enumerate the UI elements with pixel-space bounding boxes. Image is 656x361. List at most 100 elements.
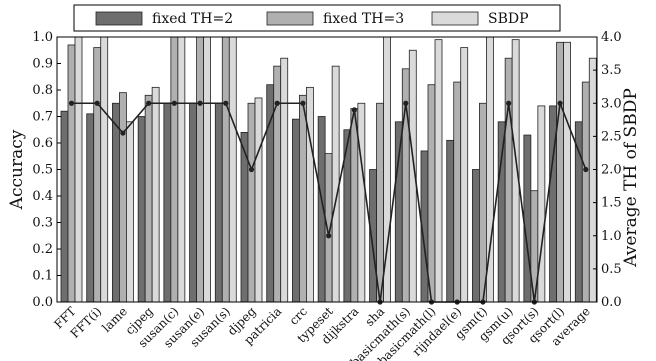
- bar-sbdp-20: [588, 57, 597, 303]
- avg-th-point-4: [171, 100, 177, 106]
- bar-fixed-th-3-12: [376, 102, 384, 303]
- bar-fixed-th-3-2: [119, 92, 127, 303]
- legend: fixed TH=2 fixed TH=3 SBDP: [73, 4, 561, 32]
- y2-tick-label-0: 0.0: [601, 295, 622, 310]
- bar-fixed-th-3-1: [93, 47, 102, 303]
- avg-th-point-0: [68, 100, 75, 106]
- bar-fixed-th-2-20: [574, 121, 583, 303]
- bar-sbdp-7: [254, 97, 263, 303]
- avg-th-point-3: [146, 100, 152, 106]
- legend-swatch-2: [431, 11, 479, 26]
- y-tick-label-8: 0.8: [32, 83, 53, 98]
- y-axis-title: Accuracy: [7, 129, 27, 210]
- bar-sbdp-15: [460, 47, 469, 303]
- bar-fixed-th-3-4: [170, 36, 179, 303]
- bar-fixed-th-3-10: [324, 153, 333, 303]
- bar-sbdp-4: [177, 36, 186, 303]
- avg-th-point-2: [120, 130, 126, 136]
- bar-sbdp-14: [434, 39, 443, 303]
- avg-th-point-11: [351, 107, 357, 113]
- legend-swatch-0: [95, 11, 143, 26]
- bar-fixed-th-3-19: [556, 41, 564, 303]
- bar-fixed-th-3-14: [427, 84, 436, 303]
- bar-sbdp-11: [357, 102, 366, 303]
- avg-th-point-20: [583, 166, 589, 173]
- avg-th-point-1: [94, 100, 100, 106]
- bar-fixed-th-2-8: [266, 84, 275, 303]
- y-tick-label-6: 0.6: [32, 136, 53, 151]
- avg-th-point-7: [248, 166, 255, 173]
- y2-tick-label-6: 3.0: [601, 96, 622, 111]
- y2-tick-label-1: 0.5: [601, 262, 622, 277]
- x-axis: FFTFFT(i)lamecjpegsusan(c)susan(e)susan(…: [51, 304, 593, 361]
- y2-axis-title: Average TH of SBDP: [621, 88, 641, 268]
- y-tick-label-7: 0.7: [32, 110, 53, 125]
- bar-fixed-th-2-2: [112, 102, 120, 303]
- bar-fixed-th-3-3: [144, 94, 153, 303]
- bar-fixed-th-3-0: [67, 44, 76, 303]
- bar-fixed-th-2-15: [446, 139, 455, 303]
- legend-label-1: fixed TH=3: [323, 11, 404, 27]
- bar-fixed-th-3-6: [221, 36, 230, 303]
- bar-fixed-th-2-0: [60, 110, 69, 303]
- bar-sbdp-10: [331, 65, 340, 303]
- avg-th-point-8: [274, 100, 280, 106]
- right-axis: 0.0 0.5 1.0 1.5 2.0 2.5 3.0 3.5 4.0: [593, 30, 622, 310]
- legend-box: [73, 4, 561, 32]
- avg-th-point-17: [506, 100, 512, 106]
- y2-tick-label-5: 2.5: [601, 129, 622, 144]
- bar-fixed-th-2-13: [394, 121, 403, 303]
- avg-th-point-9: [300, 100, 306, 106]
- y-tick-label-0: 0.0: [32, 295, 53, 310]
- bar-fixed-th-3-20: [581, 81, 590, 303]
- y-tick-label-3: 0.3: [32, 216, 53, 231]
- bar-fixed-th-2-5: [189, 102, 197, 303]
- y-tick-label-2: 0.2: [32, 242, 53, 257]
- legend-label-0: fixed TH=2: [152, 11, 233, 27]
- bar-sbdp-5: [203, 36, 211, 303]
- legend-swatch-1: [266, 11, 314, 26]
- bar-fixed-th-2-17: [497, 121, 506, 303]
- avg-th-point-10: [326, 233, 332, 239]
- bar-fixed-th-3-15: [453, 81, 462, 303]
- bar-fixed-th-2-9: [292, 118, 300, 303]
- y2-tick-label-8: 4.0: [601, 30, 622, 45]
- bar-sbdp-1: [100, 36, 109, 303]
- bar-sbdp-3: [151, 86, 160, 303]
- bar-fixed-th-2-3: [137, 116, 146, 303]
- bar-fixed-th-2-6: [214, 102, 223, 303]
- bar-fixed-th-3-9: [299, 94, 307, 303]
- bar-fixed-th-3-5: [196, 36, 204, 303]
- bar-fixed-th-2-1: [86, 113, 95, 303]
- bar-sbdp-2: [126, 121, 134, 303]
- bars-layer: [60, 36, 597, 303]
- y-tick-label-5: 0.5: [32, 163, 53, 178]
- y-tick-label-9: 0.9: [32, 57, 53, 72]
- bar-sbdp-8: [280, 57, 289, 303]
- y2-tick-label-7: 3.5: [601, 63, 622, 78]
- avg-th-point-19: [557, 100, 563, 106]
- bar-fixed-th-3-7: [247, 102, 256, 303]
- y-tick-label-10: 1.0: [32, 30, 53, 45]
- y2-tick-label-3: 1.5: [601, 196, 622, 211]
- y-tick-label-1: 0.1: [32, 269, 53, 284]
- bar-sbdp-6: [228, 36, 237, 303]
- legend-label-2: SBDP: [488, 11, 529, 27]
- avg-th-point-13: [403, 100, 409, 106]
- avg-th-point-6: [223, 100, 229, 106]
- bar-fixed-th-3-17: [504, 57, 513, 303]
- bar-sbdp-9: [306, 86, 314, 303]
- bar-sbdp-19: [563, 41, 571, 303]
- bar-fixed-th-2-4: [163, 102, 172, 303]
- bar-fixed-th-3-11: [350, 108, 359, 303]
- bar-sbdp-0: [74, 36, 83, 303]
- y-tick-label-4: 0.4: [32, 189, 53, 204]
- y2-tick-label-4: 2.0: [601, 163, 622, 178]
- bar-fixed-th-3-16: [479, 102, 487, 303]
- y2-tick-label-2: 1.0: [601, 229, 622, 244]
- avg-th-point-5: [197, 100, 203, 106]
- left-axis: 0.0 0.1 0.2 0.3 0.4 0.5 0.6 0.7 0.8 0.9 1.0: [32, 30, 61, 310]
- bar-fixed-th-2-18: [523, 134, 532, 303]
- line-layer: [68, 100, 589, 305]
